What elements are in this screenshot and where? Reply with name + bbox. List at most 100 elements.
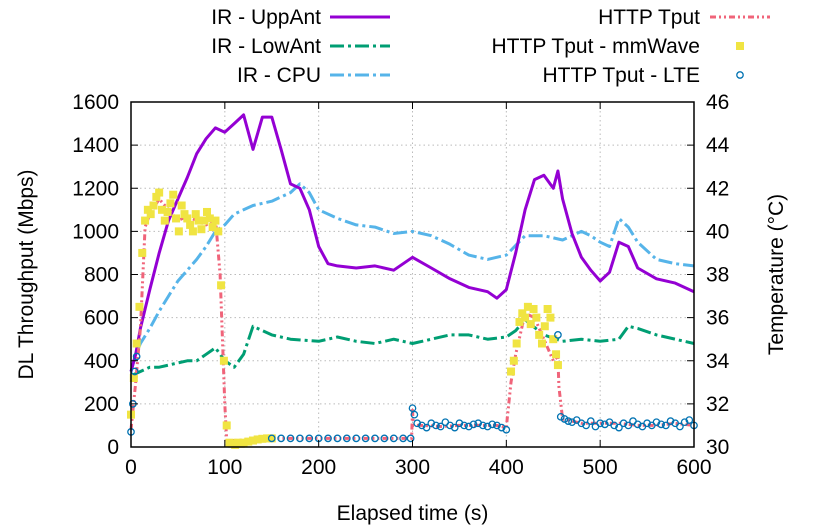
data-point-lte bbox=[502, 425, 511, 434]
data-point-mmwave bbox=[523, 302, 532, 311]
data-point-mmwave bbox=[169, 190, 178, 199]
data-point-mmwave bbox=[546, 313, 555, 322]
data-point-mmwave bbox=[543, 305, 552, 313]
data-point-mmwave bbox=[507, 367, 516, 376]
legend-swatch bbox=[736, 42, 744, 50]
series-ir-cpu bbox=[129, 182, 695, 372]
y-right-tick-label: 44 bbox=[706, 134, 730, 157]
legend-entry-http-tput-lte: HTTP Tput - LTE bbox=[542, 64, 744, 87]
series-line-ir-uppant bbox=[129, 113, 695, 372]
series-http-tput-mmwave bbox=[127, 188, 562, 449]
y-left-tick-label: 0 bbox=[107, 436, 119, 459]
data-point-lte bbox=[643, 419, 651, 428]
y-right-tick-label: 46 bbox=[706, 91, 729, 114]
y-left-tick-label: 1400 bbox=[72, 134, 119, 157]
x-tick-label: 400 bbox=[489, 456, 524, 479]
y-right-tick-label: 36 bbox=[706, 307, 729, 330]
data-point-mmwave bbox=[248, 436, 257, 445]
data-point-lte bbox=[497, 423, 506, 432]
data-point-mmwave bbox=[129, 374, 138, 382]
data-point-lte bbox=[554, 331, 562, 339]
data-point-mmwave bbox=[132, 339, 141, 348]
data-point-mmwave bbox=[174, 227, 183, 236]
data-point-lte bbox=[582, 421, 590, 430]
data-point-mmwave bbox=[203, 207, 212, 216]
data-point-lte bbox=[436, 422, 445, 431]
data-point-lte bbox=[666, 417, 675, 425]
legend-label: HTTP Tput - LTE bbox=[542, 64, 700, 87]
data-point-mmwave bbox=[222, 421, 231, 430]
data-point-mmwave bbox=[149, 201, 158, 210]
y-left-tick-label: 1000 bbox=[72, 220, 119, 243]
data-point-lte bbox=[267, 434, 276, 443]
data-point-lte bbox=[296, 434, 304, 443]
data-point-mmwave bbox=[529, 305, 538, 313]
data-point-mmwave bbox=[535, 330, 544, 339]
legend-label: IR - LowAnt bbox=[211, 35, 321, 58]
y-right-tick-label: 38 bbox=[706, 264, 729, 287]
legend-entry-ir-cpu: IR - CPU bbox=[237, 64, 390, 87]
y-left-tick-label: 400 bbox=[84, 350, 119, 373]
y-right-tick-label: 34 bbox=[706, 350, 730, 373]
data-point-lte bbox=[432, 421, 440, 430]
data-point-mmwave bbox=[217, 281, 226, 290]
data-point-lte bbox=[342, 434, 351, 443]
axes: 0 100 200 300 400 500 600 0 200 400 600 800 1000 1200… bbox=[72, 91, 729, 479]
data-point-lte bbox=[493, 421, 501, 430]
y-axis-label-right: Temperature (°C) bbox=[765, 194, 788, 355]
data-point-lte bbox=[132, 352, 141, 361]
data-point-lte bbox=[469, 420, 478, 429]
y-left-tick-label: 1600 bbox=[72, 91, 119, 114]
data-point-lte bbox=[479, 421, 487, 430]
data-point-lte bbox=[371, 434, 379, 443]
data-point-mmwave bbox=[253, 435, 262, 444]
data-point-mmwave bbox=[186, 220, 195, 229]
data-point-lte bbox=[410, 410, 419, 419]
legend-entry-ir-lowant: IR - LowAnt bbox=[211, 35, 390, 58]
data-point-lte bbox=[680, 418, 689, 427]
legend-swatch bbox=[736, 71, 744, 79]
data-point-mmwave bbox=[214, 227, 223, 236]
x-tick-label: 200 bbox=[301, 456, 336, 479]
legend-entry-ir-uppant: IR - UppAnt bbox=[211, 6, 390, 29]
data-point-lte bbox=[474, 419, 483, 428]
x-axis-label: Elapsed time (s) bbox=[337, 502, 489, 525]
y-right-tick-label: 40 bbox=[706, 220, 729, 243]
y-right-tick-label: 30 bbox=[706, 436, 729, 459]
data-point-mmwave bbox=[258, 434, 267, 443]
data-point-lte bbox=[455, 419, 464, 428]
data-point-mmwave bbox=[549, 335, 558, 344]
grid bbox=[131, 102, 694, 447]
data-point-mmwave bbox=[537, 339, 546, 348]
data-point-mmwave bbox=[141, 216, 150, 225]
x-tick-label: 300 bbox=[395, 456, 430, 479]
data-point-mmwave bbox=[172, 214, 181, 223]
data-point-lte bbox=[596, 419, 605, 428]
data-point-mmwave bbox=[138, 248, 147, 257]
x-tick-label: 100 bbox=[207, 456, 242, 479]
data-point-lte bbox=[305, 434, 314, 443]
data-point-mmwave bbox=[205, 214, 214, 223]
data-point-lte bbox=[586, 417, 595, 425]
data-point-mmwave bbox=[509, 356, 518, 365]
data-point-lte bbox=[406, 434, 415, 443]
data-point-lte bbox=[657, 420, 666, 429]
data-point-lte bbox=[633, 420, 642, 429]
y-axis-label-left: DL Throughput (Mbps) bbox=[15, 169, 38, 379]
data-point-lte bbox=[286, 434, 295, 443]
data-point-mmwave bbox=[200, 216, 209, 225]
data-point-mmwave bbox=[180, 210, 189, 219]
data-point-lte bbox=[556, 412, 565, 421]
data-point-lte bbox=[399, 434, 407, 443]
data-point-mmwave bbox=[194, 216, 203, 225]
series-ir-lowant bbox=[130, 318, 695, 378]
legend: IR - UppAnt IR - LowAnt IR - CPU HTTP Tput H… bbox=[211, 6, 770, 87]
y-left-tick-label: 800 bbox=[84, 264, 119, 287]
data-point-lte bbox=[577, 419, 586, 428]
data-point-lte bbox=[488, 420, 497, 429]
data-point-mmwave bbox=[155, 188, 164, 197]
legend-entry-http-tput: HTTP Tput bbox=[598, 6, 770, 29]
data-point-mmwave bbox=[267, 434, 276, 443]
data-point-lte bbox=[464, 422, 473, 431]
